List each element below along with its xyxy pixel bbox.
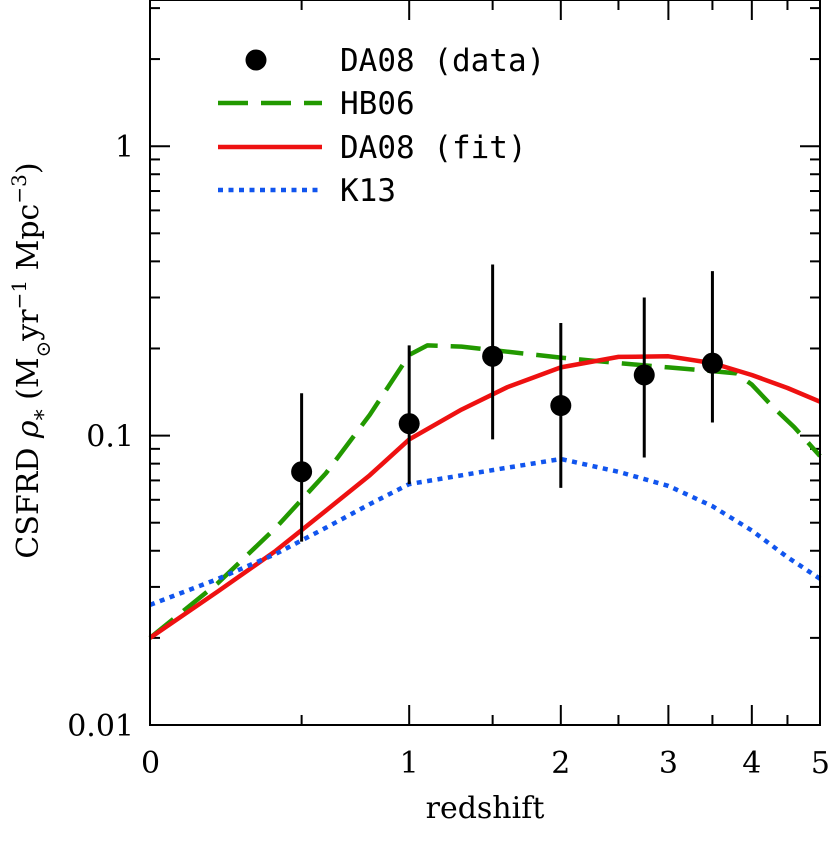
series-layer	[148, 343, 822, 640]
legend-label-0: HB06	[340, 86, 415, 122]
y-axis-title-exp1: −1	[7, 280, 31, 309]
x-tick-label: 5	[811, 746, 830, 781]
data-point	[701, 352, 723, 374]
legend-marker-data	[245, 49, 267, 71]
data-point	[482, 345, 504, 367]
plot-frame	[149, 0, 821, 726]
tick-labels-layer: 0 1 2 3 4 5 0.01 0.1 1	[67, 130, 830, 781]
series-line-1	[148, 354, 821, 640]
y-axis-title: CSFRD ρ* (M⊙yr−1 Mpc−3)	[7, 162, 57, 558]
y-axis-title-units-mid: yr	[11, 309, 46, 342]
legend-label-1: DA08 (fit)	[340, 130, 527, 166]
x-tick-label: 3	[659, 746, 678, 781]
y-axis-title-symbol: ρ	[11, 420, 46, 439]
y-tick-label: 0.01	[67, 709, 134, 744]
series-line-0	[148, 343, 822, 640]
y-axis-title-exp2: −3	[7, 174, 31, 203]
data-point	[633, 364, 655, 386]
data-point	[291, 461, 313, 483]
y-tick-label: 0.1	[86, 420, 134, 455]
y-axis-title-units-mid2: Mpc	[11, 204, 46, 280]
x-tick-label: 0	[141, 746, 160, 781]
x-tick-label: 2	[551, 746, 570, 781]
y-axis-title-sub: *	[32, 409, 57, 420]
x-axis-title: redshift	[426, 791, 545, 826]
y-axis-title-units-open: (M	[11, 357, 46, 409]
data-point	[398, 413, 420, 435]
legend: DA08 (data) HB06 DA08 (fit) K13	[218, 43, 545, 209]
y-axis-title-sun: ⊙	[31, 341, 55, 358]
y-axis-title-units-close: )	[11, 162, 46, 174]
series-line-2	[149, 456, 822, 608]
legend-label-data: DA08 (data)	[340, 43, 545, 79]
data-point	[550, 395, 572, 417]
y-tick-label: 1	[115, 130, 134, 165]
x-tick-label: 1	[400, 746, 419, 781]
x-tick-label: 4	[742, 746, 761, 781]
data-points-layer	[291, 264, 723, 542]
legend-label-2: K13	[340, 173, 396, 209]
y-axis-title-prefix: CSFRD	[11, 438, 46, 559]
